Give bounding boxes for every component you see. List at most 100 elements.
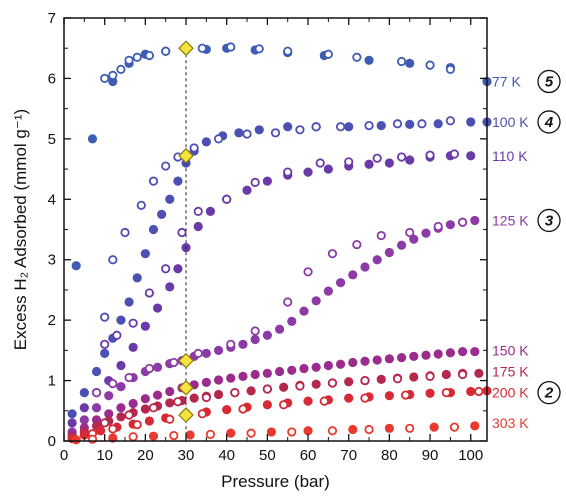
point-100k-desorption <box>417 119 427 129</box>
point-175k-adsorption <box>189 393 199 403</box>
point-100k-adsorption <box>201 137 211 147</box>
point-100k-adsorption <box>433 119 443 129</box>
point-125k-desorption <box>91 388 102 398</box>
point-110k-adsorption <box>116 360 126 371</box>
y-tick-label: 5 <box>48 131 56 148</box>
point-77k-desorption <box>116 64 126 74</box>
point-125k-adsorption <box>323 286 333 296</box>
point-150k-adsorption <box>348 357 358 368</box>
point-303k-adsorption <box>384 423 394 433</box>
point-303k-adsorption <box>266 427 277 437</box>
point-150k-adsorption <box>128 398 138 409</box>
point-150k-adsorption <box>311 362 321 372</box>
point-110k-desorption <box>344 157 354 167</box>
point-200k-desorption <box>401 390 411 400</box>
point-200k-desorption <box>132 420 142 430</box>
point-200k-adsorption <box>96 426 106 436</box>
point-175k-adsorption <box>213 389 224 400</box>
point-125k-desorption <box>433 221 443 232</box>
point-125k-adsorption <box>421 228 431 238</box>
point-175k-desorption <box>457 369 468 380</box>
point-100k-adsorption <box>132 273 142 283</box>
point-303k-adsorption <box>148 431 159 441</box>
point-125k-adsorption <box>409 234 419 244</box>
point-77k-adsorption <box>405 58 415 68</box>
point-175k-adsorption <box>279 382 289 392</box>
point-303k-adsorption <box>71 435 81 445</box>
point-100k-desorption <box>136 200 146 210</box>
point-303k-desorption <box>128 432 138 442</box>
x-tick-label: 80 <box>381 447 398 464</box>
x-tick-label: 100 <box>458 447 483 464</box>
series-marker-number: 3 <box>545 212 554 229</box>
point-125k-desorption <box>226 339 236 349</box>
point-175k-adsorption <box>441 369 451 380</box>
point-175k-adsorption <box>246 386 256 396</box>
point-175k-desorption <box>148 403 159 413</box>
point-110k-adsorption <box>152 303 163 313</box>
point-125k-desorption <box>405 227 415 238</box>
point-200k-desorption <box>319 396 329 406</box>
point-110k-desorption <box>315 158 325 168</box>
point-125k-adsorption <box>116 382 126 392</box>
point-100k-desorption <box>161 161 171 171</box>
point-110k-adsorption <box>165 282 175 292</box>
point-77k-desorption <box>283 46 293 56</box>
point-110k-desorption <box>177 227 187 238</box>
point-125k-adsorption <box>79 415 89 425</box>
point-77k-adsorption <box>364 55 374 65</box>
point-110k-desorption <box>396 152 407 162</box>
point-77k-adsorption <box>71 261 81 271</box>
x-tick-label: 50 <box>259 447 276 464</box>
point-150k-adsorption <box>323 360 333 371</box>
point-110k-adsorption <box>128 342 138 352</box>
point-200k-desorption <box>474 386 484 397</box>
point-175k-adsorption <box>474 368 484 378</box>
series-marker-circle <box>537 381 561 405</box>
point-110k-desorption <box>250 177 260 187</box>
point-200k-desorption <box>165 414 175 424</box>
point-175k-adsorption <box>140 404 150 414</box>
point-77k-adsorption <box>87 134 98 144</box>
point-77k-desorption <box>425 60 435 70</box>
point-175k-desorption <box>392 374 403 384</box>
point-110k-desorption <box>128 318 138 328</box>
point-125k-desorption <box>376 230 386 241</box>
point-110k-adsorption <box>67 418 77 428</box>
point-303k-desorption <box>169 430 179 441</box>
point-110k-desorption <box>161 264 171 274</box>
axes-layer: 0 10 20 30 40 50 60 70 80 90 100 0 1 2 3 4 5 6 7 <box>48 10 488 464</box>
series-label: 200 K <box>492 385 529 401</box>
point-200k-adsorption <box>262 400 272 410</box>
data-layer <box>67 40 492 445</box>
point-100k-desorption <box>445 116 455 126</box>
point-100k-desorption <box>295 125 305 135</box>
point-200k-adsorption <box>222 404 232 415</box>
point-100k-desorption <box>364 120 374 131</box>
point-110k-adsorption <box>205 206 216 216</box>
point-100k-desorption <box>270 128 281 138</box>
point-77k-desorption <box>226 42 236 52</box>
point-175k-desorption <box>100 418 110 428</box>
point-303k-desorption <box>449 422 460 432</box>
y-tick-label: 4 <box>48 191 56 208</box>
x-axis-title: Pressure (bar) <box>221 472 330 491</box>
series-marker-circle <box>537 69 561 94</box>
series-label: 175 K <box>492 364 529 380</box>
point-150k-adsorption <box>274 366 285 377</box>
point-110k-desorption <box>112 330 122 340</box>
point-77k-desorption <box>352 52 362 62</box>
point-175k-desorption <box>173 397 183 407</box>
point-150k-adsorption <box>152 390 163 400</box>
point-110k-desorption <box>425 150 435 160</box>
series-label: 77 K <box>492 73 521 89</box>
point-110k-desorption <box>283 167 293 177</box>
point-175k-adsorption <box>344 377 354 387</box>
point-303k-desorption <box>87 434 98 444</box>
point-175k-desorption <box>425 371 435 381</box>
point-200k-desorption <box>108 424 118 434</box>
point-77k-desorption <box>132 52 142 62</box>
point-100k-desorption <box>100 312 110 322</box>
point-200k-adsorption <box>144 416 155 426</box>
point-125k-adsorption <box>104 391 114 401</box>
